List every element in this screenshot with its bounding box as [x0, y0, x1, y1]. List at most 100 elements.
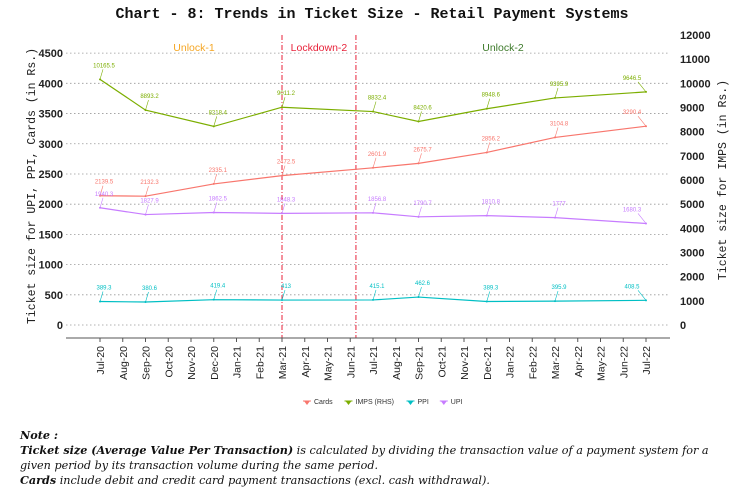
x-tick-label: Apr-22	[573, 346, 585, 378]
data-label-leader	[637, 213, 647, 224]
y2-tick-label: 9000	[680, 103, 704, 115]
data-label-leader	[145, 291, 149, 303]
y-axis-title: Ticket size for UPI, PPI, Cards (in Rs.)	[26, 48, 39, 324]
data-label-leader	[418, 286, 422, 298]
legend-label: PPI	[418, 399, 429, 406]
data-label-leader	[372, 157, 377, 168]
note-line-2: Cards include debit and credit card paym…	[20, 473, 490, 487]
y2-tick-label: 7000	[680, 151, 704, 163]
phase-label: Unlock-2	[482, 42, 524, 54]
data-label-leader	[281, 97, 286, 108]
series-line-upi	[99, 207, 647, 225]
chart-title: Chart - 8: Trends in Ticket Size - Retai…	[115, 6, 629, 23]
data-label-leader	[99, 291, 104, 302]
x-tick-label: Jan-22	[505, 346, 517, 378]
data-label: 8948.6	[482, 93, 501, 99]
x-tick-label: Jul-20	[95, 346, 107, 375]
y2-tick-label: 1000	[680, 296, 704, 308]
data-label: 2601.9	[368, 152, 387, 158]
x-tick-label: Jul-22	[641, 346, 653, 375]
data-label: 8832.4	[368, 96, 387, 102]
data-label-leader	[281, 203, 286, 214]
data-label: 1940.3	[95, 192, 114, 198]
data-label-leader	[372, 289, 377, 301]
y-tick-label: 0	[57, 320, 63, 332]
data-labels: 2139.5 2132.3 2335.1 2472.5 2601.9 2675.7 2856…	[93, 63, 647, 303]
x-tick-label: Nov-20	[186, 346, 198, 380]
y-tick-label: 4000	[39, 78, 63, 90]
data-label: 2675.7	[413, 147, 432, 153]
data-label-leader	[99, 185, 104, 196]
data-label: 419.4	[210, 284, 226, 290]
data-label-leader	[281, 165, 286, 176]
data-label: 389.3	[483, 285, 499, 291]
data-label-leader	[554, 87, 559, 99]
data-label-leader	[486, 205, 491, 216]
data-label: 462.6	[415, 281, 431, 287]
data-label: 395.9	[551, 285, 567, 291]
legend-marker	[345, 401, 352, 405]
data-label-leader	[145, 186, 149, 197]
data-label-leader	[281, 289, 286, 301]
data-label-leader	[554, 291, 559, 302]
legend-marker	[304, 401, 310, 405]
axes: 0 500 1000 1500 2000 2500 3000 3500 4000 4500 0 100…	[26, 30, 730, 381]
x-tick-label: May-21	[323, 346, 335, 381]
data-label-leader	[637, 116, 647, 127]
x-tick-label: Jun-21	[345, 346, 357, 378]
phase-labels: Unlock-1 Lockdown-2 Unlock-2	[173, 42, 524, 54]
x-tick-label: Apr-21	[300, 346, 312, 378]
data-label-leader	[99, 197, 104, 208]
x-tick-label: Jul-21	[368, 346, 380, 375]
x-tick-label: Aug-20	[118, 346, 130, 380]
data-label: 1777	[552, 202, 566, 208]
y2-tick-label: 11000	[680, 54, 710, 66]
data-label: 8893.2	[140, 94, 159, 100]
data-label: 9011.2	[277, 91, 296, 97]
data-label: 10165.5	[93, 63, 115, 69]
data-label: 389.3	[96, 285, 112, 291]
data-label: 1680.3	[623, 207, 642, 213]
x-tick-label: Jun-22	[618, 346, 630, 378]
data-label-leader	[637, 81, 647, 93]
data-label: 1856.8	[368, 197, 387, 203]
legend-marker	[407, 401, 414, 405]
data-label: 2472.5	[277, 160, 296, 166]
series-line-cards	[99, 125, 647, 197]
y2-tick-label: 2000	[680, 272, 704, 284]
data-label-leader	[418, 111, 422, 122]
data-label-leader	[213, 202, 218, 213]
x-tick-label: Dec-21	[482, 346, 494, 380]
data-label-leader	[418, 206, 422, 217]
data-label-leader	[145, 99, 149, 111]
y2-axis-title: Ticket size for IMPS (in Rs.)	[717, 80, 730, 280]
data-label: 1862.5	[209, 196, 228, 202]
legend-marker	[440, 401, 447, 405]
data-label-leader	[554, 127, 559, 138]
data-label: 2856.2	[482, 136, 501, 142]
data-label-leader	[554, 207, 559, 218]
x-tick-label: May-22	[596, 346, 608, 381]
data-label: 408.5	[624, 284, 640, 290]
data-label-leader	[99, 69, 104, 80]
y2-tick-label: 12000	[680, 30, 711, 42]
x-tick-label: Feb-21	[254, 346, 266, 379]
x-tick-label: Jan-21	[232, 346, 244, 378]
legend-label: IMPS (RHS)	[356, 399, 395, 406]
data-label: 380.6	[142, 286, 158, 292]
data-label: 1790.7	[413, 201, 432, 207]
y-tick-label: 500	[45, 290, 63, 302]
data-label-leader	[372, 101, 377, 112]
data-label: 415.1	[369, 284, 385, 290]
data-label-leader	[145, 204, 149, 215]
y-tick-label: 2000	[39, 199, 63, 211]
data-label-leader	[486, 142, 491, 153]
y2-tick-label: 5000	[680, 199, 704, 211]
phase-label: Lockdown-2	[291, 42, 348, 54]
data-label: 8420.6	[413, 106, 432, 112]
x-tick-label: Oct-21	[436, 346, 448, 378]
data-label-leader	[637, 290, 647, 301]
data-label-leader	[213, 116, 218, 127]
data-label-leader	[418, 153, 422, 164]
data-label: 2335.1	[209, 168, 228, 174]
